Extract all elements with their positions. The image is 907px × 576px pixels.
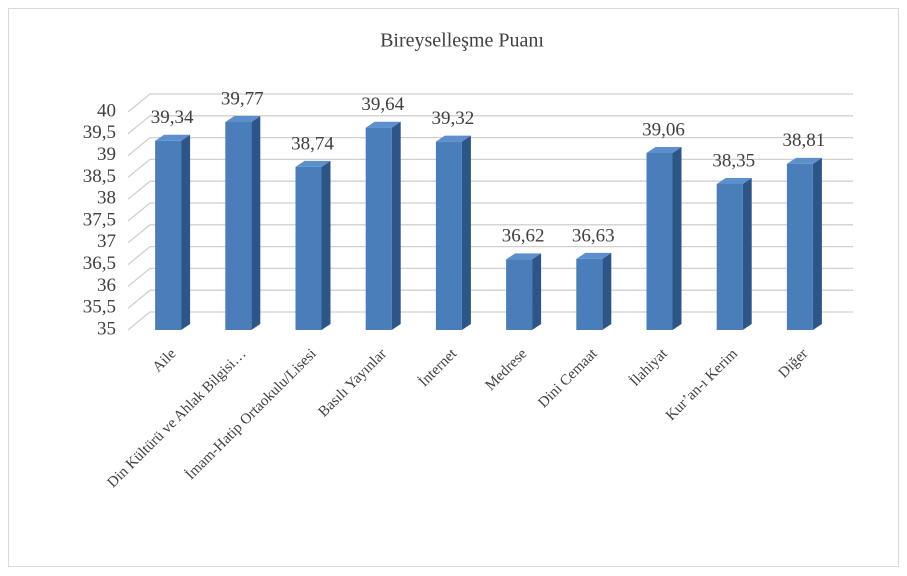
value-label: 39,77 — [221, 88, 264, 109]
y-tick-label: 36,5 — [83, 253, 116, 274]
bar-side — [532, 253, 542, 330]
value-label: 36,63 — [572, 225, 615, 246]
bar-top — [225, 116, 261, 123]
bar-top — [365, 121, 401, 128]
y-tick-label: 38,5 — [83, 166, 116, 187]
bar — [295, 166, 322, 330]
grid-line — [127, 202, 853, 222]
value-label: 39,64 — [361, 94, 404, 115]
bar-side — [181, 134, 191, 330]
bar-top — [716, 177, 752, 184]
bar — [786, 163, 813, 330]
bar — [435, 141, 462, 330]
y-tick-label: 37 — [97, 231, 116, 252]
grid-line — [127, 267, 853, 287]
value-label: 38,74 — [291, 133, 334, 154]
value-label: 39,06 — [642, 119, 685, 140]
grid-line — [127, 180, 853, 200]
bar — [716, 183, 743, 330]
bar-top — [295, 160, 331, 167]
grid-line — [127, 245, 853, 266]
bar-top — [435, 135, 471, 142]
bar — [225, 122, 252, 330]
grid-line — [127, 311, 853, 331]
bar-side — [812, 157, 822, 330]
grid-line — [127, 158, 853, 178]
grid-line — [127, 136, 853, 157]
y-tick-label: 35 — [97, 318, 116, 339]
chart-title: Bireyselleşme Puanı — [380, 30, 544, 52]
grid-line — [127, 224, 853, 244]
bar-side — [461, 135, 471, 330]
bar-side — [672, 146, 682, 330]
y-tick-label: 37,5 — [83, 209, 116, 230]
y-tick-label: 40 — [97, 100, 116, 121]
bar — [506, 259, 533, 330]
bar — [646, 152, 673, 330]
bar — [155, 140, 182, 330]
bar-top — [506, 253, 542, 260]
bar-top — [576, 252, 612, 259]
bar-side — [742, 177, 752, 330]
bar-side — [321, 160, 331, 330]
grid-line — [127, 93, 853, 113]
value-label: 38,81 — [783, 130, 826, 151]
bar-top — [155, 134, 191, 141]
bar — [576, 258, 603, 330]
bar-top — [786, 157, 822, 164]
value-label: 36,62 — [502, 226, 545, 247]
grid-line — [127, 289, 853, 309]
grid-line — [127, 115, 853, 135]
y-tick-label: 36 — [97, 275, 116, 296]
bar-side — [602, 252, 612, 330]
value-label: 39,34 — [151, 107, 194, 128]
bar-side — [251, 116, 261, 330]
bar-top — [646, 146, 682, 153]
value-label: 39,32 — [432, 108, 475, 129]
y-tick-label: 39 — [97, 144, 116, 165]
y-tick-label: 39,5 — [83, 122, 116, 143]
y-tick-label: 38 — [97, 188, 116, 209]
bar-side — [391, 121, 401, 330]
y-tick-label: 35,5 — [83, 297, 116, 318]
bar — [365, 127, 392, 330]
value-label: 38,35 — [712, 150, 755, 171]
